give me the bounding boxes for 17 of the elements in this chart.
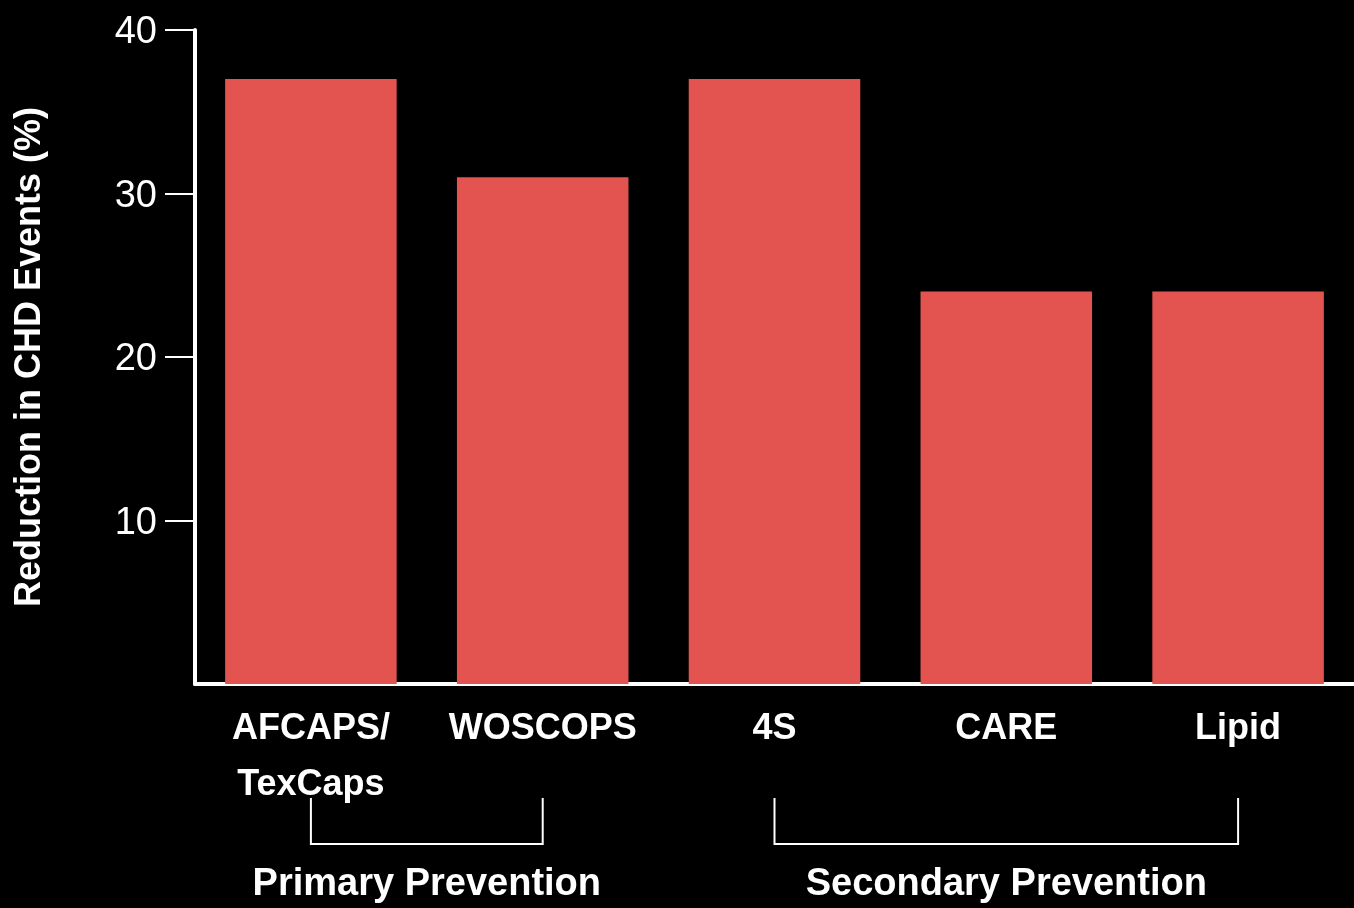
x-tick-label: AFCAPS/ TexCaps	[231, 705, 390, 803]
y-axis-title: Reduction in CHD Events (%)	[6, 106, 48, 608]
y-tick-label: 10	[114, 499, 157, 542]
bar	[1152, 291, 1324, 684]
bar	[688, 79, 861, 684]
y-tick-label: 30	[114, 172, 157, 215]
text: Primary Prevention	[252, 861, 602, 903]
bar	[920, 291, 1093, 684]
x-tick-label: CARE	[955, 705, 1058, 747]
x-tick-label: Lipid	[1195, 705, 1282, 747]
bar	[225, 79, 397, 684]
y-tick-label: 40	[114, 9, 157, 51]
y-tick-label: 20	[114, 336, 157, 378]
text: Secondary Prevention	[805, 861, 1207, 903]
bar	[456, 177, 629, 684]
x-tick-label: WOSCOPS	[448, 705, 637, 747]
x-tick-label: 4S	[752, 705, 797, 747]
